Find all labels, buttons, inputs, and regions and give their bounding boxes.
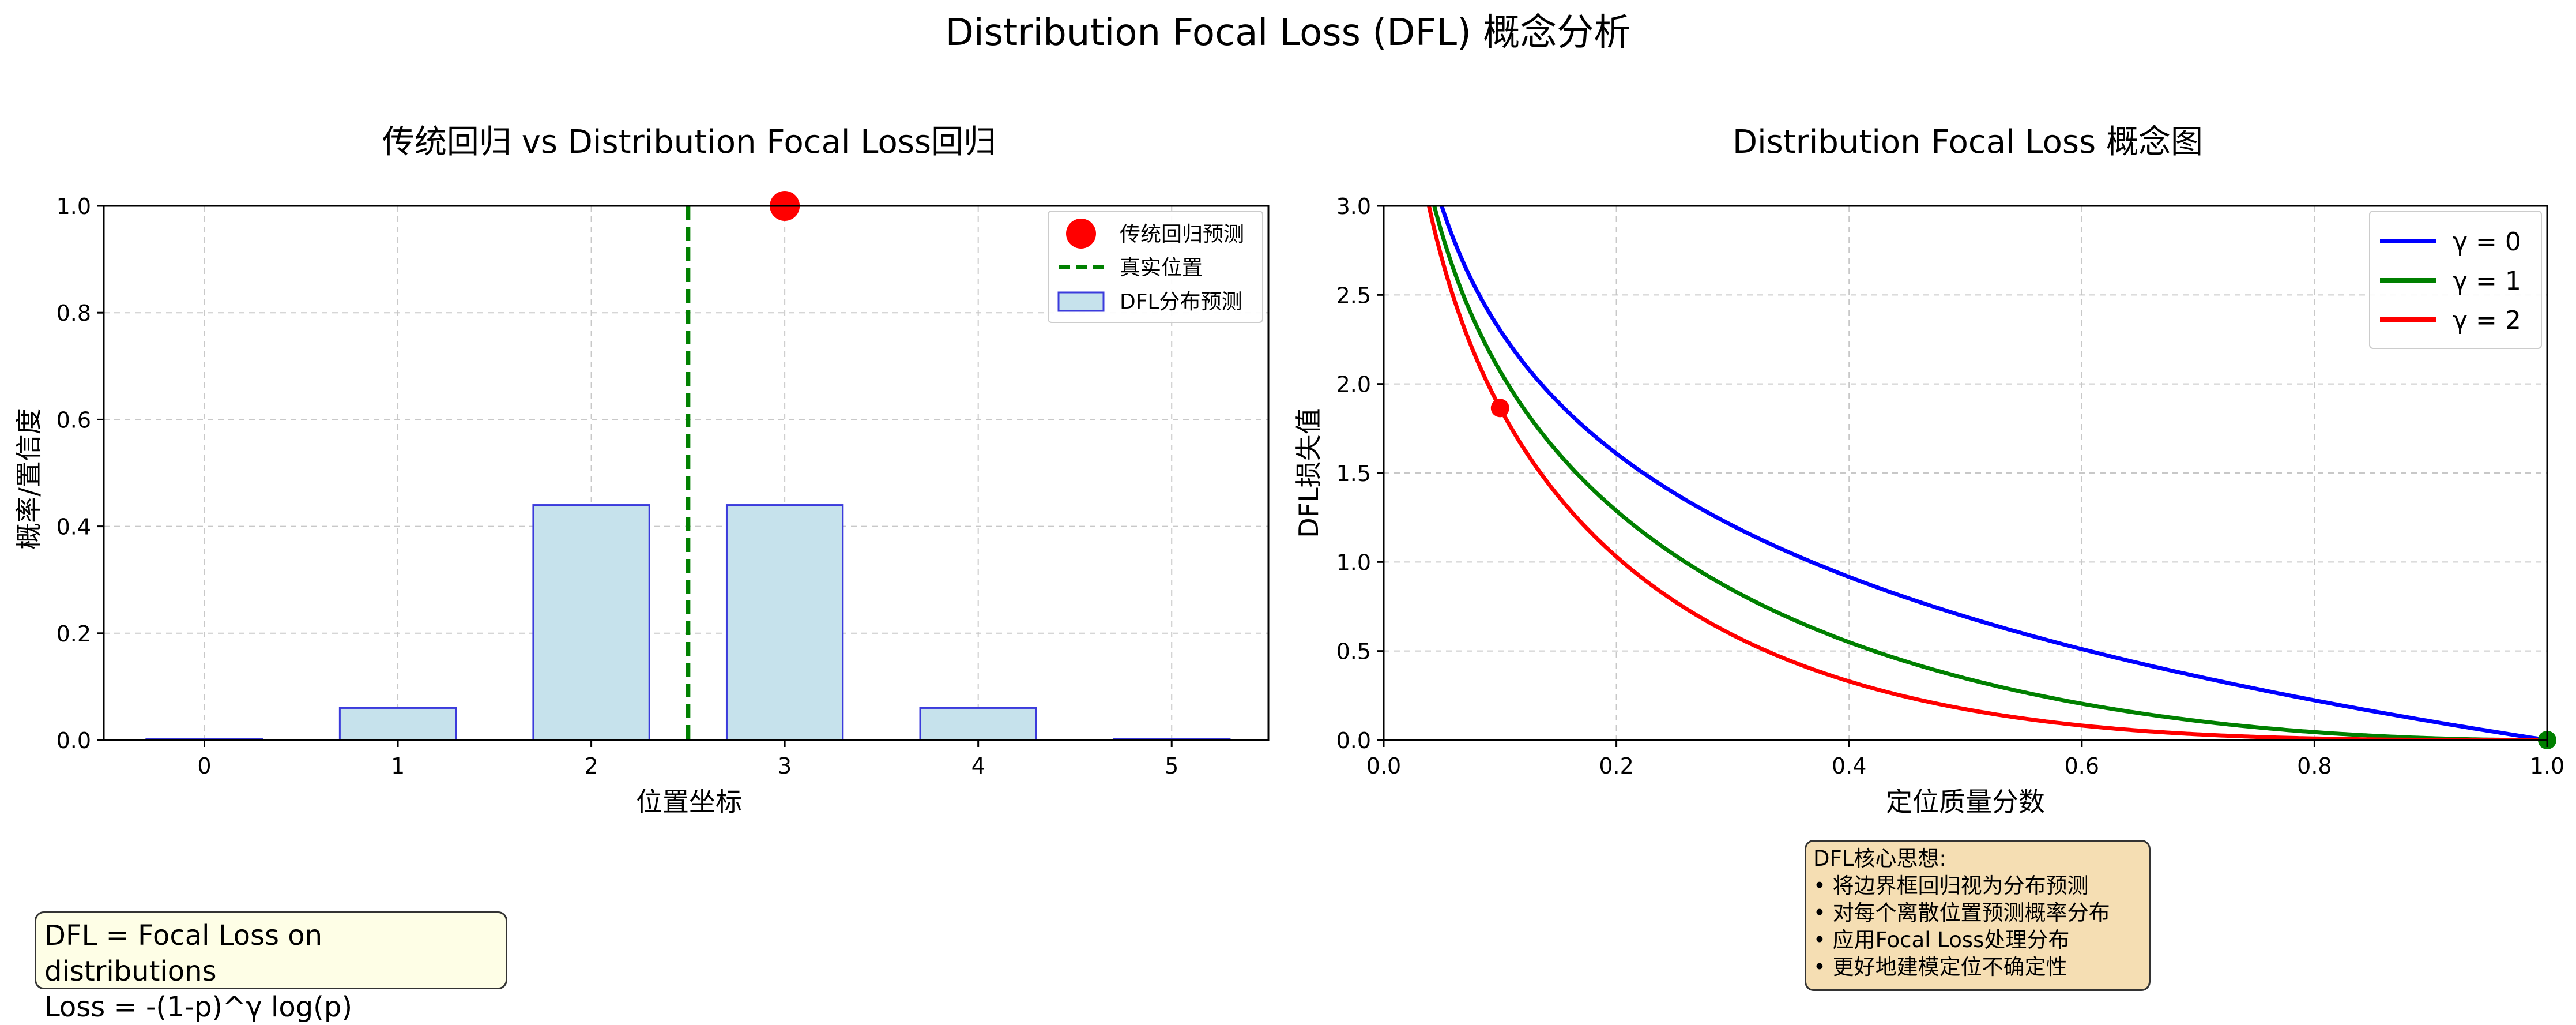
- chart2-ylabel: DFL损失值: [1293, 408, 1324, 538]
- chart1-legend: 传统回归预测 真实位置 DFL分布预测: [1048, 211, 1263, 323]
- dfl-bar: [919, 707, 1037, 741]
- chart1-ytick-label: 0.0: [57, 728, 91, 753]
- chart2-xtick-label: 0.8: [2297, 753, 2332, 779]
- legend-gamma2-label: γ = 2: [2453, 306, 2521, 335]
- chart1-title: 传统回归 vs Distribution Focal Loss回归: [382, 123, 996, 161]
- chart-dfl-concept: Distribution Focal Loss 概念图 0.0 0.2 0.4 0.6…: [1293, 123, 2564, 817]
- curve-marker-red: [1490, 399, 1509, 418]
- chart1-ytick-label: 0.6: [57, 407, 91, 433]
- concept-point-2: • 对每个离散位置预测概率分布: [1813, 900, 2110, 925]
- chart1-ytick-label: 0.2: [57, 621, 91, 647]
- chart1-xtick-label: 3: [778, 753, 792, 779]
- dfl-bar: [532, 504, 650, 741]
- concept-point-4: • 更好地建模定位不确定性: [1813, 955, 2067, 979]
- chart2-title: Distribution Focal Loss 概念图: [1733, 123, 2203, 161]
- chart2-xtick-label: 0.2: [1599, 753, 1633, 779]
- concept-point-1: • 将边界框回归视为分布预测: [1813, 873, 2089, 898]
- chart2-ytick-label: 2.5: [1336, 283, 1371, 308]
- formula-line-1: DFL = Focal Loss on distributions: [44, 919, 323, 988]
- chart1-xtick-label: 4: [971, 753, 985, 779]
- chart2-ytick-label: 1.5: [1336, 461, 1371, 486]
- legend-dfl-patch: [1057, 291, 1105, 312]
- gamma1-curve: [1432, 206, 2547, 740]
- chart2-xtick-label: 0.0: [1366, 753, 1401, 779]
- chart2-xtick-label: 0.4: [1832, 753, 1866, 779]
- legend-dfl-label: DFL分布预测: [1120, 290, 1242, 314]
- chart2-xtick-label: 1.0: [2530, 753, 2564, 779]
- concept-annotation-box: DFL核心思想: • 将边界框回归视为分布预测 • 对每个离散位置预测概率分布 …: [1805, 840, 2151, 991]
- chart2-ytick-label: 1.0: [1336, 550, 1371, 575]
- chart2-ytick-label: 2.0: [1336, 372, 1371, 397]
- chart2-xtick-label: 0.6: [2065, 753, 2099, 779]
- concept-point-3: • 应用Focal Loss处理分布: [1813, 928, 2070, 952]
- dfl-bar: [725, 504, 844, 741]
- legend-gamma1-label: γ = 1: [2453, 266, 2521, 296]
- chart1-ytick-label: 1.0: [57, 194, 91, 219]
- chart2-xlabel: 定位质量分数: [1886, 786, 2045, 817]
- chart2-ytick-label: 0.0: [1336, 728, 1371, 753]
- chart1-xtick-label: 1: [391, 753, 405, 779]
- chart2-ytick-label: 3.0: [1336, 194, 1371, 219]
- figure-suptitle: Distribution Focal Loss (DFL) 概念分析: [946, 12, 1631, 54]
- gamma0-curve: [1439, 206, 2547, 740]
- chart1-ytick-label: 0.8: [57, 301, 91, 326]
- gamma2-curve: [1426, 206, 2547, 740]
- chart1-ytick-label: 0.4: [57, 515, 91, 540]
- chart-traditional-vs-dfl: 传统回归 vs Distribution Focal Loss回归 0 1 2 3 4 5…: [13, 123, 1270, 817]
- chart1-frame: [103, 205, 1270, 741]
- dfl-bar: [338, 707, 457, 741]
- chart2-ytick-label: 0.5: [1336, 639, 1371, 664]
- formula-annotation-box: DFL = Focal Loss on distributions Loss =…: [35, 911, 507, 1023]
- legend-gamma0-label: γ = 0: [2453, 227, 2521, 257]
- chart1-xlabel: 位置坐标: [636, 786, 742, 817]
- chart2-legend: γ = 0 γ = 1 γ = 2: [2369, 211, 2542, 349]
- legend-true-label: 真实位置: [1120, 256, 1203, 280]
- chart1-xtick-label: 0: [197, 753, 211, 779]
- legend-traditional-marker: [1066, 219, 1096, 249]
- chart1-xtick-label: 2: [584, 753, 598, 779]
- chart1-ylabel: 概率/置信度: [13, 408, 44, 550]
- formula-line-2: Loss = -(1-p)^γ log(p): [44, 991, 353, 1023]
- concept-heading: DFL核心思想:: [1813, 846, 1946, 871]
- legend-traditional-label: 传统回归预测: [1120, 223, 1244, 246]
- chart1-xtick-label: 5: [1165, 753, 1178, 779]
- figure: Distribution Focal Loss (DFL) 概念分析 传统回归 …: [13, 12, 2564, 817]
